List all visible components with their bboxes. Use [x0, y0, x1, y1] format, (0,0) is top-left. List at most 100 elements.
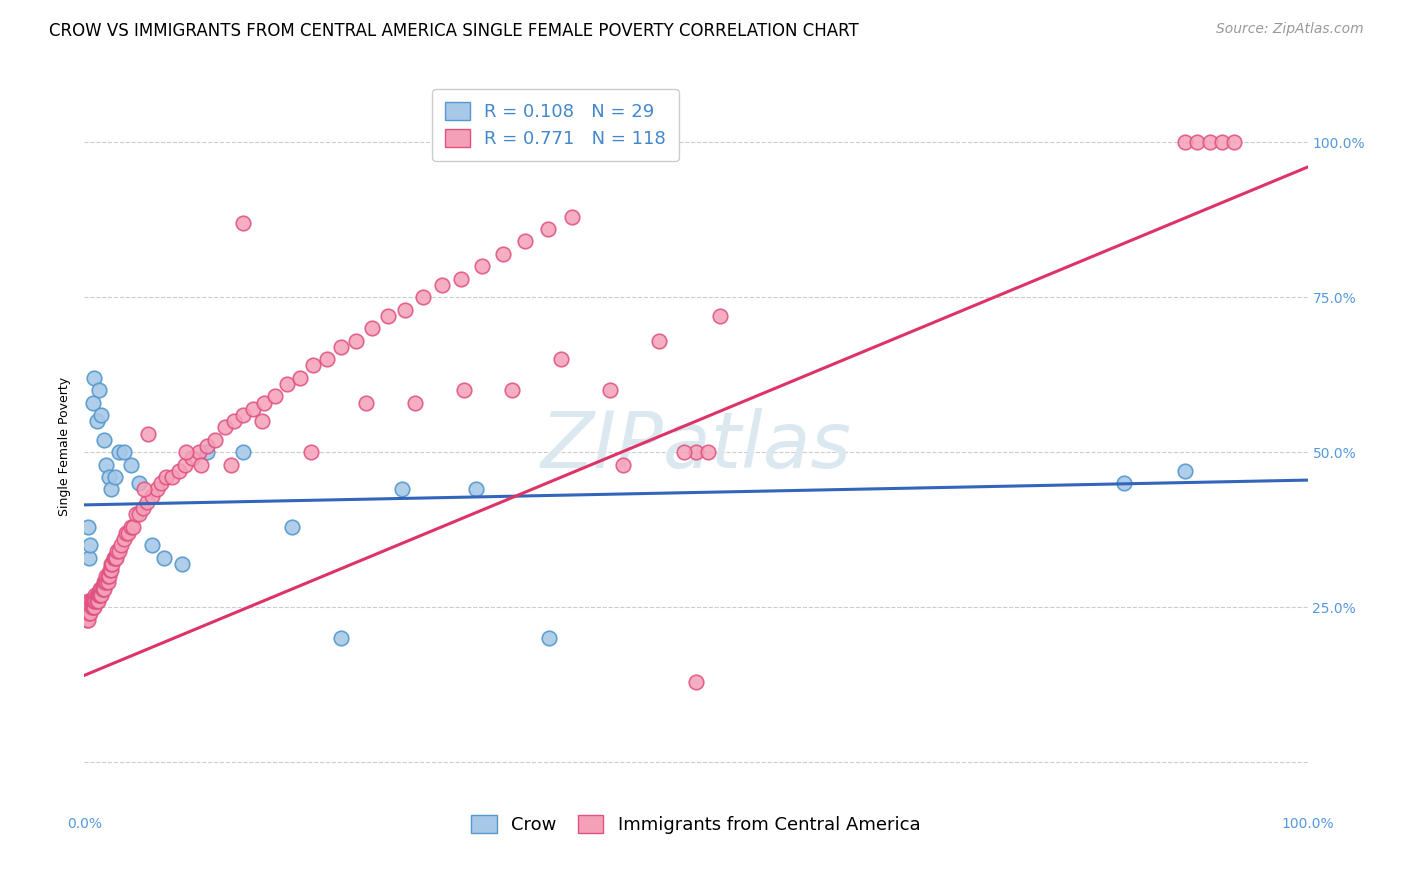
Point: [204, 433, 226, 447]
Text: Source: ZipAtlas.com: Source: ZipAtlas.com: [1216, 22, 1364, 37]
Point: [75, 607, 97, 621]
Point: [232, 216, 254, 230]
Point: [82, 594, 104, 608]
Point: [242, 401, 264, 416]
Point: [360, 321, 382, 335]
Point: [97, 569, 120, 583]
Point: [104, 550, 127, 565]
Point: [82, 600, 104, 615]
Point: [83, 600, 105, 615]
Point: [599, 383, 621, 397]
Point: [91, 582, 114, 596]
Point: [648, 334, 671, 348]
Point: [120, 458, 142, 472]
Point: [190, 458, 212, 472]
Point: [1174, 464, 1197, 478]
Point: [100, 563, 122, 577]
Point: [153, 550, 176, 565]
Point: [96, 575, 118, 590]
Point: [135, 495, 157, 509]
Point: [77, 550, 100, 565]
Point: [167, 464, 190, 478]
Point: [1223, 135, 1246, 149]
Point: [672, 445, 695, 459]
Point: [145, 483, 167, 497]
Point: [97, 470, 120, 484]
Point: [162, 470, 184, 484]
Point: [96, 569, 118, 583]
Point: [89, 588, 111, 602]
Point: [299, 445, 322, 459]
Point: [117, 525, 139, 540]
Point: [1114, 476, 1136, 491]
Point: [281, 519, 304, 533]
Point: [537, 222, 560, 236]
Point: [87, 594, 110, 608]
Point: [276, 377, 298, 392]
Point: [1198, 135, 1220, 149]
Point: [128, 476, 150, 491]
Point: [492, 247, 515, 261]
Point: [77, 613, 100, 627]
Point: [450, 271, 472, 285]
Point: [253, 395, 276, 409]
Point: [112, 445, 135, 459]
Point: [181, 451, 204, 466]
Text: CROW VS IMMIGRANTS FROM CENTRAL AMERICA SINGLE FEMALE POVERTY CORRELATION CHART: CROW VS IMMIGRANTS FROM CENTRAL AMERICA …: [49, 22, 859, 40]
Point: [174, 445, 197, 459]
Point: [80, 600, 103, 615]
Point: [173, 458, 195, 472]
Text: ZIPatlas: ZIPatlas: [540, 408, 852, 484]
Point: [125, 507, 148, 521]
Point: [538, 631, 561, 645]
Point: [513, 235, 536, 249]
Point: [302, 359, 325, 373]
Point: [90, 588, 112, 602]
Point: [172, 557, 194, 571]
Point: [315, 352, 337, 367]
Point: [453, 383, 475, 397]
Point: [550, 352, 572, 367]
Point: [120, 519, 142, 533]
Point: [132, 500, 155, 515]
Point: [94, 575, 117, 590]
Point: [122, 519, 145, 533]
Point: [115, 525, 138, 540]
Point: [1211, 135, 1233, 149]
Point: [77, 600, 100, 615]
Point: [464, 483, 486, 497]
Point: [105, 544, 128, 558]
Point: [344, 334, 367, 348]
Point: [77, 594, 100, 608]
Point: [155, 470, 177, 484]
Point: [87, 588, 110, 602]
Point: [697, 445, 720, 459]
Point: [471, 259, 494, 273]
Point: [90, 582, 112, 596]
Point: [250, 414, 273, 428]
Point: [232, 445, 254, 459]
Point: [77, 607, 100, 621]
Point: [76, 600, 98, 615]
Point: [141, 538, 163, 552]
Point: [430, 277, 453, 292]
Point: [195, 445, 218, 459]
Point: [134, 483, 156, 497]
Point: [561, 210, 583, 224]
Legend: Crow, Immigrants from Central America: Crow, Immigrants from Central America: [458, 802, 934, 847]
Point: [709, 309, 731, 323]
Point: [103, 550, 125, 565]
Point: [86, 414, 108, 428]
Point: [93, 582, 115, 596]
Point: [107, 544, 129, 558]
Point: [685, 445, 707, 459]
Point: [105, 550, 128, 565]
Point: [87, 383, 110, 397]
Point: [391, 483, 413, 497]
Point: [98, 563, 121, 577]
Point: [330, 631, 353, 645]
Point: [412, 290, 434, 304]
Point: [612, 458, 634, 472]
Point: [83, 594, 105, 608]
Point: [107, 445, 129, 459]
